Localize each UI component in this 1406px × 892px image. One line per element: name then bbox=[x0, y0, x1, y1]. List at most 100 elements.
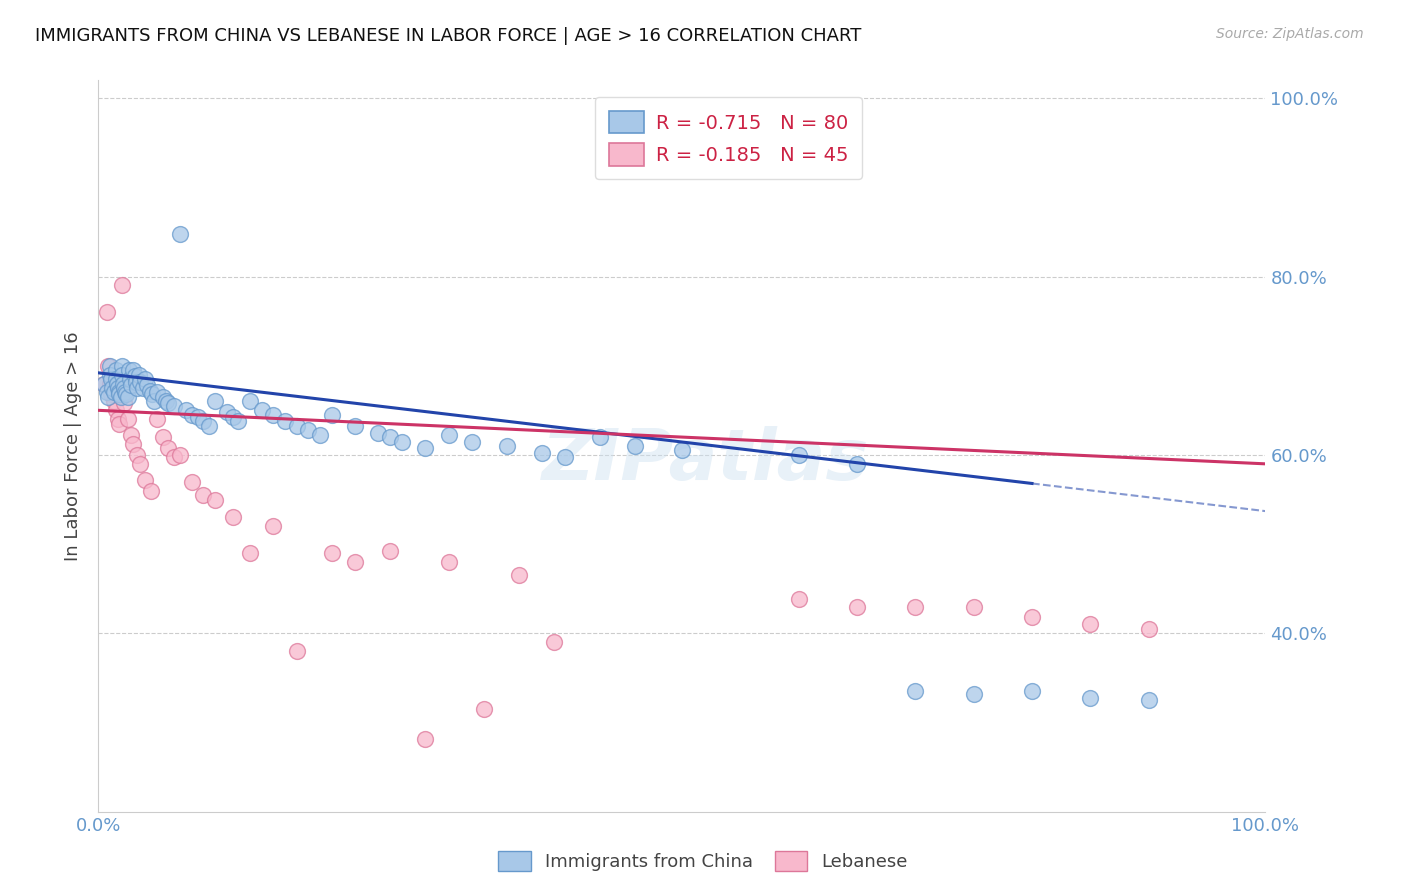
Point bbox=[129, 375, 152, 389]
Point bbox=[297, 423, 319, 437]
Point bbox=[105, 376, 128, 391]
Point bbox=[157, 441, 180, 455]
Point bbox=[1021, 610, 1043, 624]
Point bbox=[152, 390, 174, 404]
Point bbox=[136, 378, 159, 392]
Point bbox=[378, 430, 402, 444]
Point bbox=[120, 378, 142, 392]
Point bbox=[98, 359, 121, 373]
Point bbox=[118, 372, 141, 386]
Point bbox=[250, 403, 273, 417]
Point bbox=[157, 396, 180, 410]
Point bbox=[193, 488, 215, 502]
Point bbox=[112, 381, 135, 395]
Point bbox=[671, 443, 693, 458]
Point bbox=[589, 430, 612, 444]
Point bbox=[104, 372, 127, 386]
Point bbox=[1137, 622, 1160, 636]
Point bbox=[904, 599, 927, 614]
Point bbox=[495, 439, 517, 453]
Point bbox=[111, 278, 134, 293]
Point bbox=[100, 387, 122, 401]
Point bbox=[321, 546, 343, 560]
Point bbox=[110, 390, 132, 404]
Point bbox=[543, 635, 565, 649]
Point bbox=[107, 381, 129, 395]
Point bbox=[344, 419, 367, 434]
Point bbox=[846, 457, 869, 471]
Point bbox=[904, 684, 927, 698]
Point bbox=[120, 428, 142, 442]
Text: Source: ZipAtlas.com: Source: ZipAtlas.com bbox=[1216, 27, 1364, 41]
Point bbox=[103, 385, 125, 400]
Point bbox=[193, 414, 215, 428]
Point bbox=[108, 387, 131, 401]
Point bbox=[198, 419, 221, 434]
Point bbox=[93, 376, 115, 391]
Point bbox=[378, 544, 402, 558]
Point bbox=[117, 412, 139, 426]
Point bbox=[554, 450, 576, 464]
Point bbox=[962, 599, 984, 614]
Point bbox=[111, 376, 134, 391]
Point bbox=[285, 644, 308, 658]
Point bbox=[122, 363, 145, 377]
Point bbox=[239, 546, 262, 560]
Point bbox=[228, 414, 250, 428]
Text: IMMIGRANTS FROM CHINA VS LEBANESE IN LABOR FORCE | AGE > 16 CORRELATION CHART: IMMIGRANTS FROM CHINA VS LEBANESE IN LAB… bbox=[35, 27, 862, 45]
Point bbox=[787, 592, 810, 607]
Point bbox=[152, 430, 174, 444]
Point bbox=[1080, 617, 1102, 632]
Point bbox=[141, 387, 163, 401]
Y-axis label: In Labor Force | Age > 16: In Labor Force | Age > 16 bbox=[65, 331, 83, 561]
Point bbox=[132, 381, 155, 395]
Point bbox=[624, 439, 647, 453]
Point bbox=[1021, 684, 1043, 698]
Point bbox=[169, 227, 191, 241]
Point bbox=[1080, 690, 1102, 705]
Point bbox=[146, 385, 169, 400]
Point bbox=[344, 555, 367, 569]
Point bbox=[413, 441, 436, 455]
Point bbox=[143, 394, 166, 409]
Point bbox=[461, 434, 484, 449]
Point bbox=[180, 475, 202, 489]
Point bbox=[97, 390, 120, 404]
Point bbox=[122, 437, 145, 451]
Point bbox=[100, 372, 122, 386]
Point bbox=[134, 473, 156, 487]
Point bbox=[97, 359, 120, 373]
Point bbox=[163, 399, 186, 413]
Point bbox=[274, 414, 297, 428]
Point bbox=[124, 369, 146, 384]
Point bbox=[163, 450, 186, 464]
Point bbox=[391, 434, 413, 449]
Point bbox=[413, 731, 436, 746]
Point bbox=[125, 381, 148, 395]
Point bbox=[204, 394, 226, 409]
Legend: R = -0.715   N = 80, R = -0.185   N = 45: R = -0.715 N = 80, R = -0.185 N = 45 bbox=[595, 97, 862, 179]
Point bbox=[108, 417, 131, 431]
Point bbox=[104, 363, 127, 377]
Point bbox=[115, 387, 138, 401]
Point bbox=[262, 408, 284, 422]
Point bbox=[146, 412, 169, 426]
Point bbox=[962, 687, 984, 701]
Point bbox=[437, 555, 460, 569]
Point bbox=[98, 376, 121, 391]
Point bbox=[187, 410, 209, 425]
Point bbox=[93, 376, 115, 391]
Point bbox=[107, 412, 129, 426]
Point bbox=[128, 368, 150, 382]
Point bbox=[96, 385, 118, 400]
Legend: Immigrants from China, Lebanese: Immigrants from China, Lebanese bbox=[491, 844, 915, 879]
Point bbox=[169, 448, 191, 462]
Point bbox=[114, 385, 136, 400]
Point bbox=[239, 394, 262, 409]
Point bbox=[129, 457, 152, 471]
Point bbox=[111, 359, 134, 373]
Point bbox=[221, 410, 243, 425]
Point bbox=[309, 428, 332, 442]
Point bbox=[134, 372, 156, 386]
Point bbox=[155, 394, 177, 409]
